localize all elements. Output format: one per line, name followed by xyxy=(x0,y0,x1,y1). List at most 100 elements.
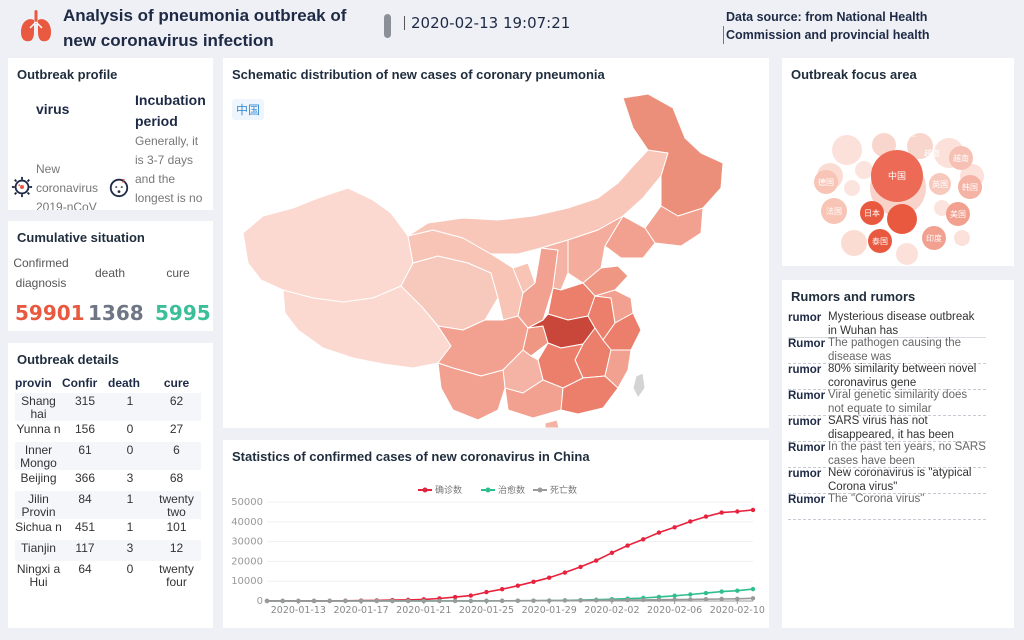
data-point[interactable] xyxy=(703,514,709,519)
focus-bubble[interactable] xyxy=(896,243,918,265)
data-point[interactable] xyxy=(531,598,536,603)
data-point[interactable] xyxy=(656,597,662,602)
data-point[interactable] xyxy=(374,598,379,604)
table-row[interactable]: Inner Mongo 61 0 6 xyxy=(15,442,201,470)
data-point[interactable] xyxy=(688,597,693,602)
data-point[interactable] xyxy=(609,550,615,556)
col-header-confirmed[interactable]: Confir xyxy=(62,376,98,390)
table-row[interactable]: Ningxi a Hui 64 0 twenty four xyxy=(15,561,201,589)
data-point[interactable] xyxy=(735,509,740,514)
table-row[interactable]: Jilin Provin 84 1 twenty two xyxy=(15,491,201,519)
focus-bubble[interactable] xyxy=(887,204,917,234)
data-point[interactable] xyxy=(750,596,756,601)
focus-bubble[interactable] xyxy=(907,133,933,159)
focus-bubble[interactable] xyxy=(929,173,951,195)
data-point[interactable] xyxy=(452,598,458,604)
data-point[interactable] xyxy=(609,597,615,603)
data-point[interactable] xyxy=(562,570,568,575)
data-point[interactable] xyxy=(468,598,474,604)
focus-bubble[interactable] xyxy=(934,200,950,216)
focus-bubble[interactable] xyxy=(871,150,923,202)
data-point[interactable] xyxy=(656,530,662,535)
rumor-item[interactable]: Rumor Viral genetic similarity does not e… xyxy=(788,388,986,416)
col-header-cure[interactable]: cure xyxy=(163,376,190,390)
data-point[interactable] xyxy=(719,589,724,594)
data-point[interactable] xyxy=(515,583,521,588)
data-point[interactable] xyxy=(703,590,709,596)
focus-bubble[interactable] xyxy=(946,202,970,226)
series-line[interactable] xyxy=(267,509,754,602)
china-map[interactable] xyxy=(223,58,769,428)
focus-bubble[interactable] xyxy=(922,226,946,250)
data-point[interactable] xyxy=(280,598,285,604)
data-point[interactable] xyxy=(515,598,521,603)
data-point[interactable] xyxy=(358,598,364,604)
data-point[interactable] xyxy=(562,598,568,603)
data-point[interactable] xyxy=(484,598,489,604)
table-row[interactable]: Beijing 366 3 68 xyxy=(15,470,201,491)
rumor-item[interactable]: Rumor The "Corona virus" xyxy=(788,492,986,520)
data-point[interactable] xyxy=(688,592,693,597)
rumor-item[interactable]: rumor Mysterious disease outbreak in Wuha… xyxy=(788,310,986,338)
rumor-item[interactable]: rumor New coronavirus is "atypical Corona… xyxy=(788,466,986,494)
data-point[interactable] xyxy=(719,510,724,515)
focus-bubble[interactable] xyxy=(814,170,838,194)
data-point[interactable] xyxy=(703,597,709,602)
data-point[interactable] xyxy=(343,598,348,604)
data-point[interactable] xyxy=(672,525,677,530)
table-row[interactable]: Tianjin 117 3 12 xyxy=(15,540,201,561)
focus-bubble[interactable] xyxy=(855,161,873,179)
confirmed-line-chart[interactable]: 0 10000 20000 30000 40000 50000 2020-01-13 2020… xyxy=(223,440,769,628)
data-point[interactable] xyxy=(750,507,756,513)
data-point[interactable] xyxy=(452,594,458,600)
legend-label[interactable]: 治愈数 xyxy=(498,484,525,496)
data-point[interactable] xyxy=(546,575,552,580)
data-point[interactable] xyxy=(672,593,677,598)
data-point[interactable] xyxy=(719,596,724,602)
focus-bubble[interactable] xyxy=(860,201,884,225)
data-point[interactable] xyxy=(594,598,599,603)
focus-bubble[interactable] xyxy=(841,230,867,256)
data-point[interactable] xyxy=(688,519,693,524)
data-point[interactable] xyxy=(484,589,489,595)
data-point[interactable] xyxy=(546,598,552,603)
rumor-item[interactable]: Rumor In the past ten years, no SARS case… xyxy=(788,440,986,468)
focus-bubble[interactable] xyxy=(832,135,862,165)
data-point[interactable] xyxy=(578,598,583,603)
data-point[interactable] xyxy=(750,586,756,592)
data-point[interactable] xyxy=(327,598,332,604)
data-point[interactable] xyxy=(641,597,646,603)
focus-bubble[interactable] xyxy=(958,175,982,199)
col-header-death[interactable]: death xyxy=(108,376,141,390)
data-point[interactable] xyxy=(390,598,395,604)
data-point[interactable] xyxy=(625,543,630,548)
data-point[interactable] xyxy=(468,593,474,598)
map-region-tag[interactable]: 中国 xyxy=(232,99,265,120)
col-header-province[interactable]: provin xyxy=(15,376,52,390)
rumor-item[interactable]: Rumor The pathogen causing the disease wa… xyxy=(788,336,986,364)
data-point[interactable] xyxy=(641,537,646,542)
data-point[interactable] xyxy=(296,598,301,604)
data-point[interactable] xyxy=(625,597,630,603)
data-point[interactable] xyxy=(672,597,677,602)
legend-label[interactable]: 死亡数 xyxy=(550,484,577,496)
focus-bubble[interactable] xyxy=(949,146,973,170)
data-point[interactable] xyxy=(735,588,740,593)
legend-label[interactable]: 确诊数 xyxy=(435,484,462,496)
data-point[interactable] xyxy=(531,579,536,585)
data-point[interactable] xyxy=(735,596,740,601)
data-point[interactable] xyxy=(405,598,411,604)
data-point[interactable] xyxy=(311,598,317,604)
data-point[interactable] xyxy=(499,598,505,603)
table-row[interactable]: Shang hai 315 1 62 xyxy=(15,393,201,421)
data-point[interactable] xyxy=(499,586,505,592)
rumor-item[interactable]: rumor 80% similarity between novel corona… xyxy=(788,362,986,390)
focus-bubble[interactable] xyxy=(868,229,892,253)
table-row[interactable]: Sichua n 451 1 101 xyxy=(15,519,201,540)
rumor-item[interactable]: rumor SARS virus has not disappeared, it … xyxy=(788,414,986,442)
data-point[interactable] xyxy=(421,598,426,604)
focus-bubble[interactable] xyxy=(821,198,847,224)
data-point[interactable] xyxy=(437,598,442,604)
data-point[interactable] xyxy=(264,598,270,604)
focus-bubble[interactable] xyxy=(954,230,970,246)
